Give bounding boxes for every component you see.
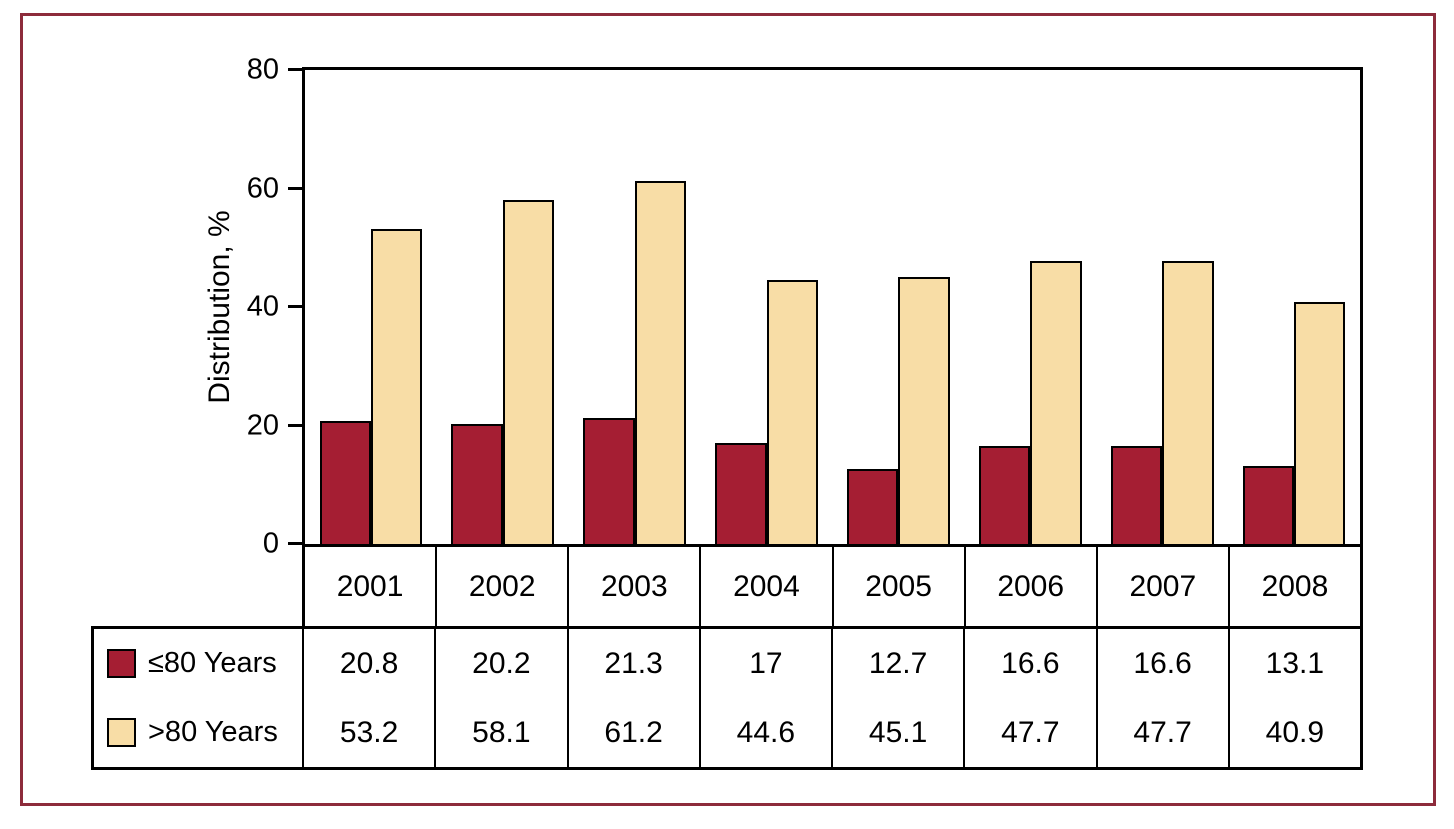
legend-label-gt80: >80 Years xyxy=(148,716,278,748)
bar-gt80-2008 xyxy=(1294,301,1346,544)
y-tick-label-40: 40 xyxy=(246,290,279,323)
category-group-2006 xyxy=(964,70,1096,544)
y-axis-title: Distribution, % xyxy=(203,210,236,404)
year-label-2007: 2007 xyxy=(1098,547,1230,626)
value-gt80-2002: 58.1 xyxy=(434,698,566,767)
year-label-2004: 2004 xyxy=(701,547,834,626)
value-gt80-2006: 47.7 xyxy=(963,698,1095,767)
y-tick-mark-60 xyxy=(288,186,302,190)
y-tick-label-80: 80 xyxy=(246,53,279,86)
value-le80-2004: 17 xyxy=(698,629,831,698)
legend-swatch-le80 xyxy=(107,649,136,678)
bar-le80-2005 xyxy=(847,468,899,544)
value-gt80-2008: 40.9 xyxy=(1227,698,1360,767)
year-label-2001: 2001 xyxy=(305,547,438,626)
value-le80-2007: 16.6 xyxy=(1095,629,1228,698)
category-group-2001 xyxy=(305,70,437,544)
bar-gt80-2002 xyxy=(502,199,555,544)
year-label-2008: 2008 xyxy=(1261,569,1329,603)
legend-cell-le80: ≤80 Years xyxy=(94,629,302,698)
legend-label-le80: ≤80 Years xyxy=(148,647,277,679)
bar-le80-2007 xyxy=(1110,445,1163,544)
bar-le80-2003 xyxy=(583,417,635,544)
year-label-2006: 2006 xyxy=(966,547,1098,626)
value-le80-2008: 13.1 xyxy=(1227,629,1360,698)
category-group-2003 xyxy=(569,70,701,544)
value-le80-2001: 20.8 xyxy=(302,629,434,698)
value-gt80-2005: 45.1 xyxy=(831,698,963,767)
category-group-2005 xyxy=(833,70,965,544)
value-gt80-2004: 44.6 xyxy=(698,698,831,767)
y-tick-mark-20 xyxy=(288,423,302,427)
bar-gt80-2007 xyxy=(1162,261,1214,544)
bar-groups xyxy=(305,70,1360,544)
category-group-2008 xyxy=(1228,70,1360,544)
bar-le80-2002 xyxy=(451,424,503,544)
legend-swatch-gt80 xyxy=(107,718,136,747)
bar-gt80-2001 xyxy=(370,228,423,544)
y-tick-mark-40 xyxy=(288,305,302,308)
y-tick-mark-0 xyxy=(288,542,302,545)
data-table: ≤80 Years 20.8 20.2 21.3 17 12.7 16.6 16.6 13.1 >… xyxy=(91,626,1363,770)
year-label-2005: 2005 xyxy=(834,547,966,626)
legend-cell-gt80: >80 Years xyxy=(94,698,302,767)
bar-le80-2004 xyxy=(715,443,767,544)
plot-area: Distribution, % 0 20 40 60 80 xyxy=(203,55,1363,558)
bar-gt80-2006 xyxy=(1030,261,1082,544)
year-label-2002: 2002 xyxy=(437,547,570,626)
value-le80-2002: 20.2 xyxy=(434,629,566,698)
value-le80-2003: 21.3 xyxy=(566,629,699,698)
bar-gt80-2005 xyxy=(898,276,950,544)
value-gt80-2003: 61.2 xyxy=(566,698,699,767)
year-label-2003: 2003 xyxy=(569,547,702,626)
y-tick-label-20: 20 xyxy=(246,409,279,441)
x-axis-category-row: 2001 2002 2003 2004 2005 2006 2007 2008 xyxy=(302,547,1363,626)
value-le80-2005: 12.7 xyxy=(831,629,963,698)
category-group-2004 xyxy=(701,70,833,544)
bar-le80-2008 xyxy=(1242,466,1295,544)
y-tick-label-0: 0 xyxy=(262,527,279,560)
bar-gt80-2003 xyxy=(634,181,687,544)
bar-le80-2001 xyxy=(319,420,371,544)
value-le80-2006: 16.6 xyxy=(963,629,1095,698)
category-group-2002 xyxy=(437,70,569,544)
bar-gt80-2004 xyxy=(766,279,818,544)
value-gt80-2007: 47.7 xyxy=(1095,698,1228,767)
category-group-2007 xyxy=(1096,70,1228,544)
y-tick-mark-80 xyxy=(288,68,302,71)
y-tick-label-60: 60 xyxy=(246,172,279,204)
value-gt80-2001: 53.2 xyxy=(302,698,434,767)
bar-le80-2006 xyxy=(978,445,1031,544)
